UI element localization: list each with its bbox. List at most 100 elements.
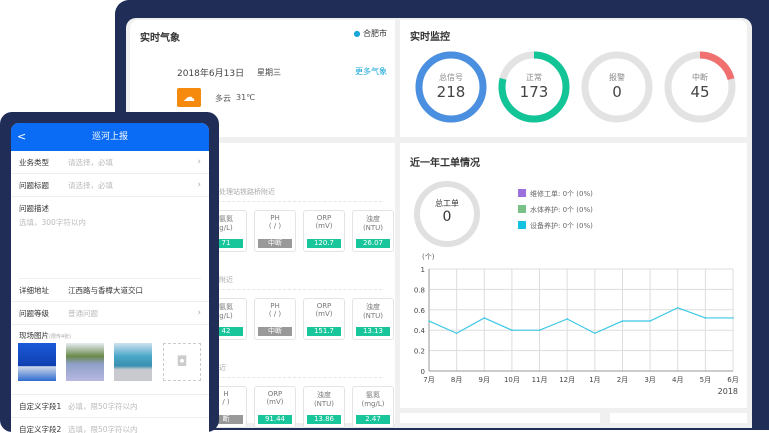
bottom-card-right [610, 413, 747, 423]
weather-date: 2018年6月13日 [177, 69, 245, 79]
sensor-card[interactable]: 浊度 (NTU) 13.86 [303, 386, 345, 428]
bottom-card-left [400, 413, 600, 423]
ring-label: 报警 [609, 73, 625, 82]
sensor-unit: / ) [222, 398, 230, 406]
city-selector[interactable]: ● 合肥市 [353, 29, 387, 38]
x-tick-label: 11月 [532, 376, 548, 384]
sensor-value: 42 [209, 327, 243, 336]
field-level[interactable]: 问题等级 普通问题 › [11, 302, 209, 325]
ring-gauge [498, 51, 570, 123]
sensor-card[interactable]: ORP (mV) 120.7 [303, 210, 345, 252]
x-tick-label: 1月 [589, 376, 600, 384]
legend-repair: 维修工单: 0个 (0%) [518, 189, 593, 199]
legend-device: 设备养护: 0个 (0%) [518, 221, 593, 231]
divider [212, 377, 382, 378]
sensor-card[interactable]: PH( / ) 中断 [254, 298, 296, 340]
data-point [455, 332, 458, 335]
field-address[interactable]: 详细地址 江西路与香樟大道交口 [11, 279, 209, 302]
more-weather-link[interactable]: 更多气象 [355, 67, 387, 76]
x-tick-label: 7月 [423, 376, 434, 384]
field-description[interactable]: 问题描述 选填，300字符以内 [19, 197, 201, 279]
legend-swatch [518, 189, 526, 197]
ring-label: 中断 [692, 73, 708, 82]
sensor-card[interactable]: 浊度 (NTU) 13.13 [352, 298, 394, 340]
sensor-value: 151.7 [307, 327, 341, 336]
sensor-card[interactable]: ORP (mV) 91.44 [254, 386, 296, 428]
y-tick-label: 0.4 [414, 327, 426, 335]
photo-thumbnail[interactable] [18, 343, 56, 381]
sensor-unit: (mV) [266, 398, 284, 406]
data-point [511, 329, 513, 331]
legend-water: 水体养护: 0个 (0%) [518, 205, 593, 215]
data-point [649, 320, 651, 322]
divider [212, 201, 382, 202]
series-line [428, 307, 733, 334]
weather-condition: 多云 [215, 94, 231, 103]
partly-cloudy-icon: ☁ [177, 88, 201, 107]
ring-gauge [415, 51, 487, 123]
photo-thumbnail[interactable] [114, 343, 152, 381]
chevron-right-icon: › [197, 157, 201, 167]
field-business-type[interactable]: 业务类型 请选择，必填 › [11, 151, 209, 174]
sensor-value: 中断 [258, 327, 292, 336]
data-point [621, 320, 624, 322]
sensor-name: PH [270, 302, 280, 310]
field-issue-title[interactable]: 问题标题 请选择，必填 › [11, 174, 209, 197]
ring-value: 173 [519, 83, 549, 101]
ring-1[interactable]: 正常 173 [497, 50, 571, 124]
chevron-right-icon: › [197, 180, 201, 190]
sensor-unit: ( / ) [268, 222, 282, 230]
data-point [594, 332, 596, 335]
x-tick-label: 8月 [451, 376, 462, 384]
x-tick-label: 9月 [479, 376, 490, 384]
ring-0[interactable]: 总信号 218 [414, 50, 488, 124]
sensor-name: H [223, 390, 229, 398]
legend-swatch [518, 221, 526, 229]
ring-value: 0 [612, 83, 622, 101]
sensor-card[interactable]: 氨氮 (mg/L) 2.47 [352, 386, 394, 428]
x-tick-label: 2月 [617, 376, 628, 384]
sensor-name: 浊度 [366, 215, 380, 223]
data-point [428, 320, 430, 322]
add-photo-button[interactable]: ◘ [163, 343, 201, 381]
phone-mockup: < 巡河上报 业务类型 请选择，必填 › 问题标题 请选择，必填 › 问题描述 选填，3… [0, 112, 219, 433]
chevron-right-icon: › [197, 308, 201, 318]
y-tick-label: 0.6 [414, 307, 426, 315]
divider [212, 289, 382, 290]
y-tick-label: 0.8 [414, 286, 425, 294]
field-custom2[interactable]: 自定义字段2 选填，限50字符以内 [11, 418, 209, 433]
camera-icon: ◘ [176, 354, 188, 370]
sensor-unit: (NTU) [313, 400, 335, 408]
sensor-unit: g/L) [219, 312, 233, 320]
monitor-card: 实时监控 总信号 218 正常 173 报警 0 中断 45 [400, 20, 747, 137]
field-custom1[interactable]: 自定义字段1 必填，限50字符以内 [11, 395, 209, 418]
sensor-value: 中断 [258, 239, 292, 248]
sensor-card[interactable]: PH( / ) 中断 [254, 210, 296, 252]
sensor-name: 浊度 [366, 303, 380, 311]
legend-swatch [518, 205, 526, 213]
total-workorder-ring [414, 181, 480, 247]
sensor-name: 氨氮 [366, 391, 380, 399]
weather-weekday: 星期三 [257, 68, 281, 77]
ring-value: 45 [690, 83, 710, 101]
photo-thumbnail[interactable] [66, 343, 104, 381]
ring-gauge [664, 51, 736, 123]
y-axis-unit: (个) [422, 253, 435, 261]
back-icon[interactable]: < [17, 130, 27, 143]
data-point [538, 329, 541, 331]
workorder-line-chart: (个) 0 0.2 0.4 0.6 0.8 1 7月 8月 9月 10月 11月 12月 1月 2月 3月 4月… [414, 253, 739, 396]
sensor-unit: (NTU) [362, 224, 384, 232]
sensor-unit: (mV) [315, 222, 333, 230]
data-point [704, 317, 707, 319]
total-workorder-label: 总工单 [435, 199, 459, 208]
sensor-value: 120.7 [307, 239, 341, 248]
sensor-card[interactable]: 浊度 (NTU) 26.07 [352, 210, 394, 252]
workorder-card: 近一年工单情况 总工单 0 维修工单: 0个 (0%) 水体养护: 0个 (0%… [400, 143, 747, 408]
ring-2[interactable]: 报警 0 [580, 50, 654, 124]
x-tick-label: 3月 [644, 376, 655, 384]
sensor-card[interactable]: ORP (mV) 151.7 [303, 298, 345, 340]
sensor-unit: (mV) [315, 310, 333, 318]
y-tick-label: 0 [421, 368, 425, 376]
ring-3[interactable]: 中断 45 [663, 50, 737, 124]
weather-title: 实时气象 [140, 33, 180, 44]
